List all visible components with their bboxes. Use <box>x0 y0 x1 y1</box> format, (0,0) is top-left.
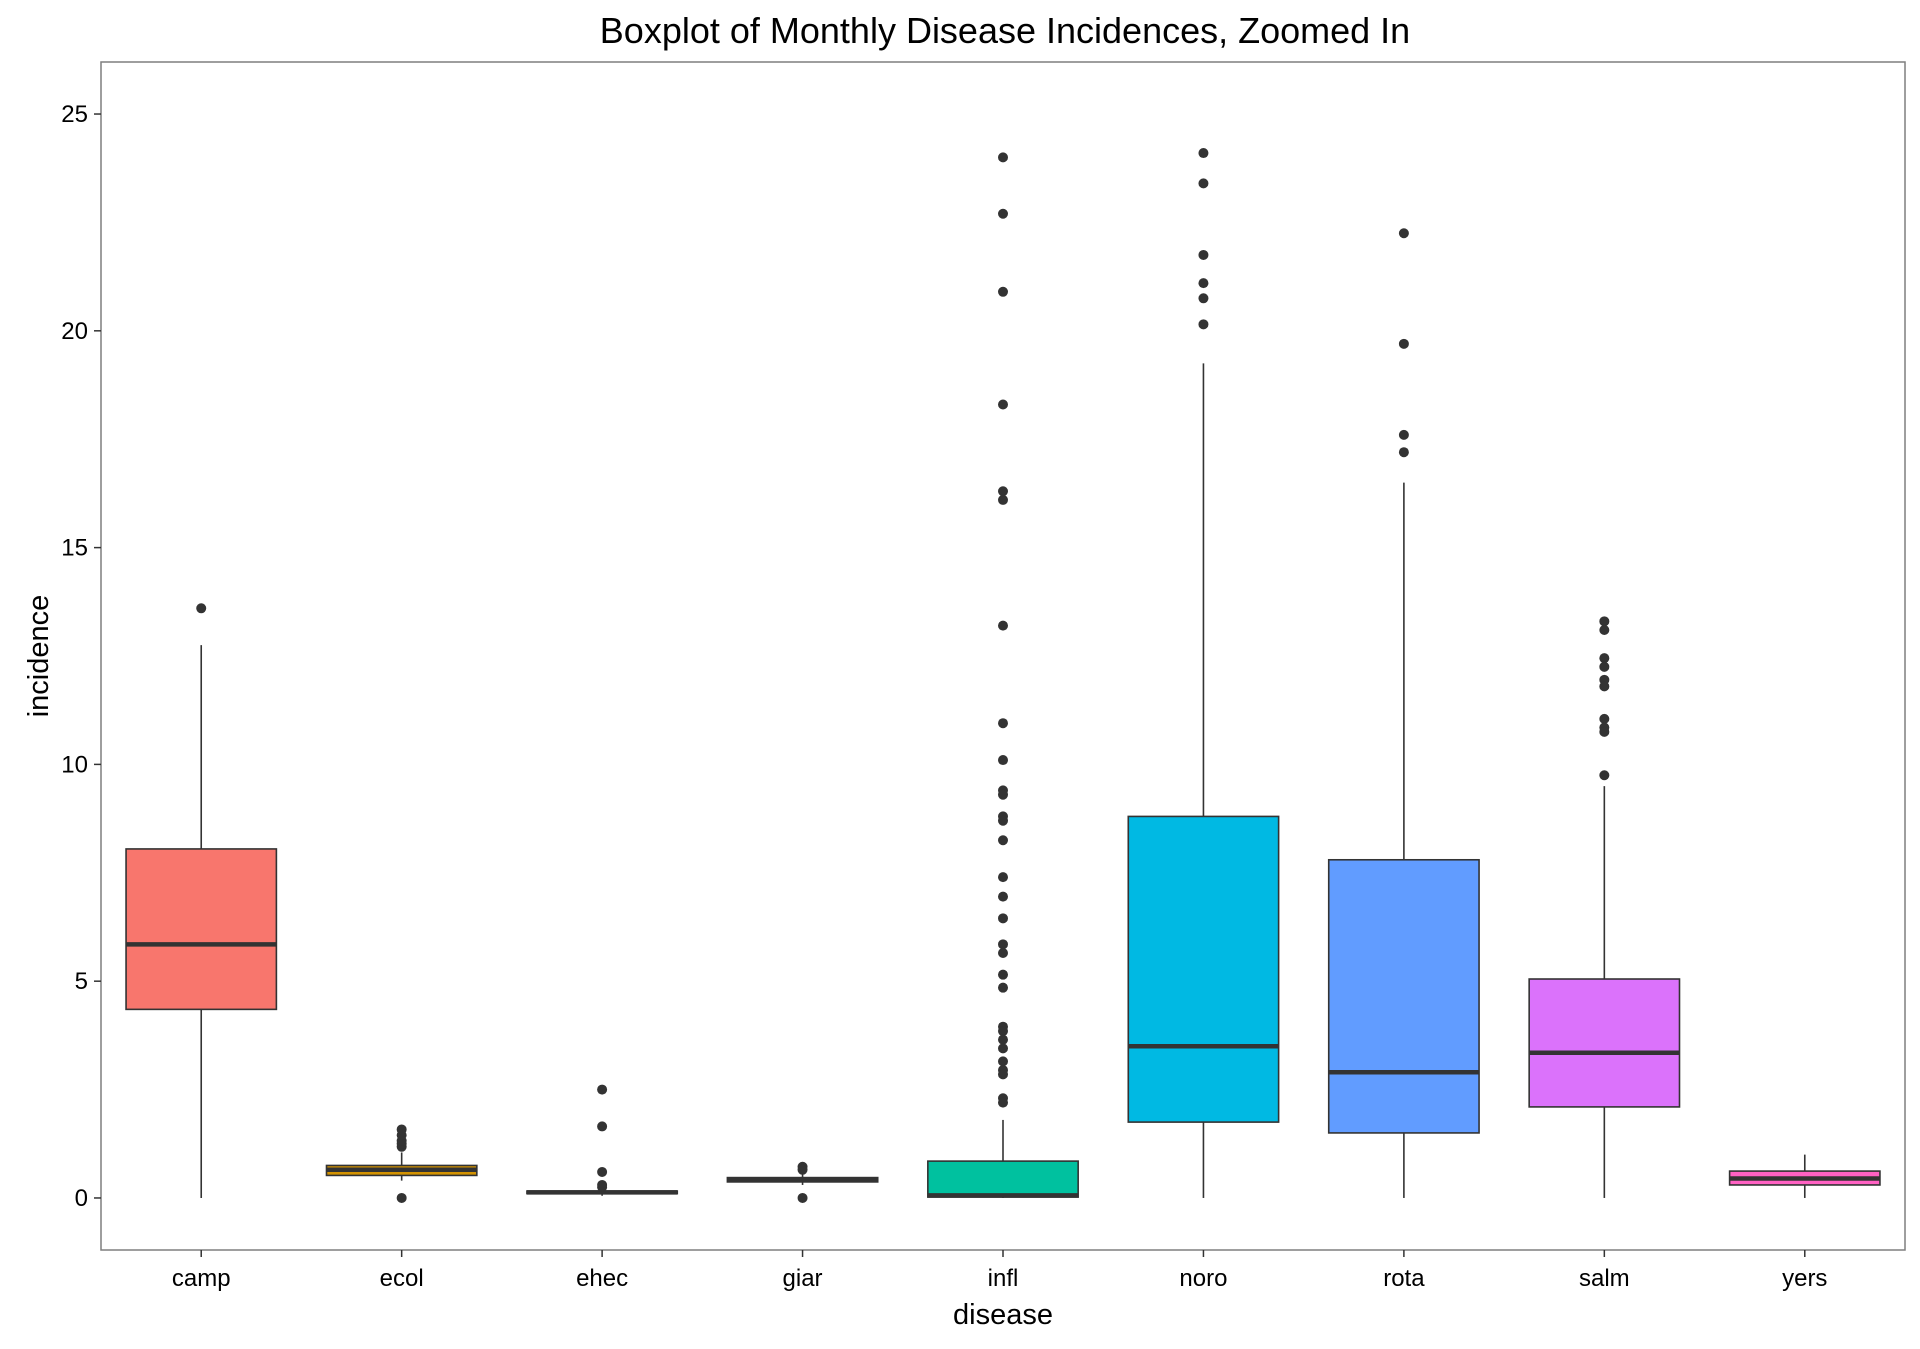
y-tick-label: 5 <box>75 968 88 995</box>
y-axis-title: incidence <box>23 595 55 718</box>
outlier-point <box>1198 319 1209 330</box>
outlier-point <box>998 872 1008 883</box>
outlier-point <box>1599 624 1610 635</box>
outlier-point <box>597 1084 608 1095</box>
outlier-point <box>597 1166 608 1177</box>
outlier-point <box>1599 653 1610 664</box>
outlier-point <box>1198 293 1209 304</box>
box-ehec <box>526 1084 679 1196</box>
outlier-point <box>998 939 1008 950</box>
box-rota <box>1327 228 1480 1198</box>
outlier-point <box>998 208 1008 219</box>
box-giar <box>726 1161 879 1203</box>
y-tick-label: 15 <box>61 535 88 562</box>
box-noro <box>1127 148 1280 1198</box>
outlier-point <box>1599 661 1610 672</box>
box-body <box>1327 858 1480 1134</box>
outlier-point <box>998 1056 1008 1067</box>
x-axis-title: disease <box>953 1299 1053 1331</box>
outlier-point <box>998 286 1008 297</box>
outlier-point <box>998 620 1008 631</box>
box-salm <box>1528 616 1681 1198</box>
outlier-point <box>1398 228 1409 239</box>
outlier-point <box>998 969 1008 980</box>
outlier-point <box>597 1182 608 1193</box>
outlier-point <box>1398 429 1409 440</box>
y-tick-label: 25 <box>61 101 88 128</box>
y-tick-label: 0 <box>75 1185 88 1212</box>
outlier-point <box>998 494 1008 505</box>
box-ecol <box>325 1124 478 1203</box>
outlier-point <box>1398 447 1409 458</box>
outlier-point <box>1599 616 1610 627</box>
box-infl <box>927 152 1079 1198</box>
outlier-point <box>998 815 1008 826</box>
outlier-point <box>998 718 1008 729</box>
outlier-point <box>998 1069 1008 1080</box>
outlier-point <box>1198 148 1209 159</box>
outlier-point <box>998 1097 1008 1108</box>
x-tick-label: camp <box>172 1265 231 1292</box>
outlier-point <box>1198 178 1209 189</box>
outlier-point <box>998 1034 1008 1045</box>
outlier-point <box>1198 278 1209 289</box>
outlier-point <box>998 948 1008 958</box>
chart-title: Boxplot of Monthly Disease Incidences, Z… <box>600 10 1410 51</box>
outlier-point <box>597 1121 608 1132</box>
outlier-point <box>797 1192 808 1203</box>
outlier-point <box>396 1124 407 1135</box>
box-body <box>1127 815 1280 1123</box>
outlier-point <box>998 755 1008 766</box>
outlier-point <box>1198 249 1209 260</box>
box-body <box>125 848 278 1011</box>
outlier-point <box>998 789 1008 800</box>
box-body <box>1528 978 1681 1108</box>
outlier-point <box>998 399 1008 410</box>
outlier-point <box>396 1192 407 1203</box>
outlier-point <box>998 913 1008 924</box>
box-camp <box>125 603 278 1198</box>
box-body <box>927 1160 1079 1198</box>
x-tick-label: noro <box>1179 1265 1227 1292</box>
plot-area <box>125 148 1881 1203</box>
x-tick-label: ehec <box>576 1265 628 1292</box>
x-tick-label: ecol <box>380 1265 424 1292</box>
outlier-point <box>1398 338 1409 349</box>
outlier-point <box>998 982 1008 993</box>
y-tick-label: 10 <box>61 751 88 778</box>
x-tick-label: infl <box>988 1265 1019 1292</box>
outlier-point <box>998 835 1008 846</box>
outlier-point <box>998 1026 1008 1037</box>
outlier-point <box>998 152 1008 163</box>
y-tick-label: 20 <box>61 318 88 345</box>
x-tick-label: giar <box>783 1265 823 1292</box>
outlier-point <box>1599 770 1610 781</box>
outlier-point <box>998 891 1008 902</box>
x-tick-label: salm <box>1579 1265 1630 1292</box>
box-yers <box>1728 1154 1881 1198</box>
outlier-point <box>1599 726 1610 737</box>
outlier-point <box>998 1043 1008 1054</box>
x-tick-label: yers <box>1782 1265 1827 1292</box>
axes: 0 5 10 15 20 25 camp ecol ehec giar infl noro rota sa… <box>61 101 1827 1292</box>
outlier-point <box>1599 681 1610 692</box>
outlier-point <box>196 603 207 614</box>
x-tick-label: rota <box>1383 1265 1425 1292</box>
outlier-point <box>797 1164 808 1175</box>
outlier-point <box>998 486 1008 497</box>
outlier-point <box>1599 713 1610 724</box>
